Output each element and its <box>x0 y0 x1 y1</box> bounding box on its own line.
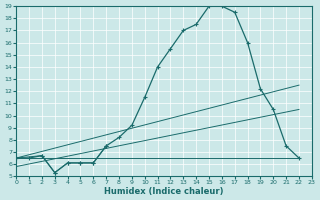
X-axis label: Humidex (Indice chaleur): Humidex (Indice chaleur) <box>104 187 224 196</box>
